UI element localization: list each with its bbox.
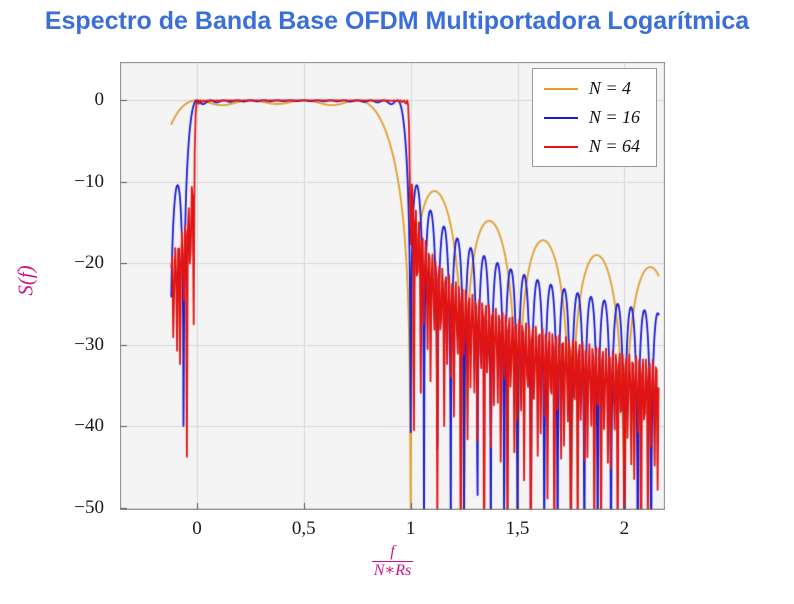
- legend-label: N = 64: [588, 136, 640, 156]
- y-axis-ticks: 0 −10 −20 −30 −40 −50: [0, 62, 112, 517]
- x-axis-ticks: 0 0,5 1 1,5 2: [120, 514, 665, 540]
- y-tick-label: −20: [74, 252, 104, 274]
- legend: N = 4 N = 16 N = 64: [531, 68, 657, 167]
- x-tick-label: 1: [405, 518, 416, 539]
- chart-title: Espectro de Banda Base OFDM Multiportado…: [44, 7, 750, 35]
- fraction-denominator: N∗Rs: [371, 561, 414, 580]
- legend-item: N = 64: [543, 136, 640, 157]
- x-axis-label: f N∗Rs: [120, 543, 665, 581]
- legend-label: N = 16: [588, 107, 640, 127]
- y-tick-label: −50: [74, 496, 104, 518]
- legend-item: N = 16: [543, 107, 640, 128]
- y-tick-label: −10: [74, 170, 104, 192]
- legend-label: N = 4: [588, 78, 631, 98]
- legend-line-swatch: [543, 116, 578, 119]
- legend-line-swatch: [543, 145, 578, 148]
- x-axis-fraction: f N∗Rs: [371, 543, 414, 581]
- y-tick-label: −40: [74, 415, 104, 437]
- y-tick-label: 0: [94, 89, 105, 111]
- x-tick-label: 2: [619, 518, 630, 539]
- x-tick-label: 0: [192, 518, 202, 539]
- y-tick-label: −30: [74, 333, 104, 355]
- x-tick-label: 0,5: [291, 518, 316, 539]
- x-tick-label: 1,5: [505, 518, 530, 539]
- legend-line-swatch: [543, 87, 578, 90]
- legend-item: N = 4: [543, 78, 640, 99]
- plot-area: N = 4 N = 16 N = 64: [120, 62, 665, 510]
- fraction-numerator: f: [390, 543, 395, 560]
